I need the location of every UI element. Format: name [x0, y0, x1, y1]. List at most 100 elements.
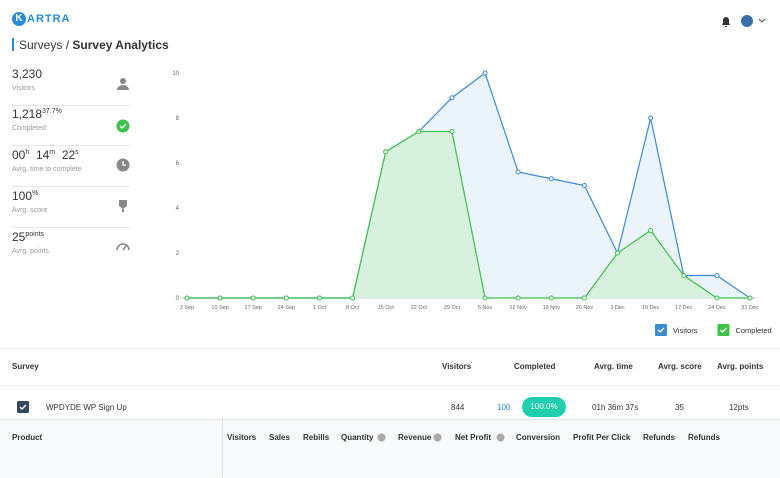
legend-item[interactable]: Visitors — [655, 324, 698, 336]
chart: 0 2 4 6 8 10 3 Sep 10 Sep 17 Sep 24 Sep 1 Oct 8 Oct… — [172, 70, 772, 336]
t-unit: m — [49, 149, 56, 156]
cell: 01h 36m 37s — [592, 403, 639, 412]
x-tick-label: 8 Oct — [346, 305, 360, 311]
col-header: Completed — [514, 362, 556, 371]
point — [648, 228, 654, 233]
divider — [222, 420, 223, 477]
legend-check — [719, 327, 727, 333]
caret[interactable] — [758, 18, 766, 23]
x-tick-label: 17 Sep — [245, 305, 262, 311]
breadcrumb-accent — [12, 38, 14, 51]
point — [747, 295, 753, 301]
col-header: Refunds — [688, 433, 720, 442]
y-tick-label: 0 — [176, 296, 180, 302]
breadcrumb-separator: / — [65, 38, 70, 52]
col-header: Profit Per Click — [573, 433, 631, 442]
medal-icon — [119, 200, 127, 212]
cell: 12pts — [729, 403, 749, 412]
y-tick-label: 10 — [172, 71, 179, 77]
stat-points: 25points Avrg. points — [12, 230, 130, 268]
col-header: Visitors — [227, 433, 257, 442]
x-tick-label: 22 Oct — [411, 305, 428, 311]
breadcrumb-parent[interactable]: Surveys — [19, 38, 63, 52]
stat-number: 1,218 — [12, 107, 43, 121]
stat-sup: % — [32, 190, 39, 197]
breadcrumb-current: Survey Analytics — [72, 38, 169, 52]
point — [449, 129, 455, 134]
col-header: Revenue — [398, 433, 432, 442]
point — [681, 273, 687, 278]
x-tick-label: 19 Nov — [543, 305, 561, 311]
point — [316, 295, 322, 301]
gauge-icon — [116, 243, 130, 251]
logo-mark[interactable]: K — [12, 12, 26, 26]
point — [250, 295, 256, 301]
x-tick-label: 3 Dec — [610, 305, 625, 311]
t-num: 22 — [61, 148, 76, 162]
row-checkbox[interactable] — [17, 401, 29, 413]
y-tick-label: 2 — [176, 251, 180, 257]
y-tick-label: 4 — [176, 206, 180, 212]
stat-value: 00h 14m 22s — [12, 148, 79, 162]
legend-check — [657, 327, 665, 333]
point — [548, 295, 554, 301]
col-header: Avrg. points — [717, 362, 764, 371]
point — [515, 295, 521, 301]
area — [187, 73, 750, 298]
col-header: Sales — [269, 433, 290, 442]
avatar[interactable] — [741, 15, 753, 27]
product-panel — [0, 419, 780, 478]
point — [581, 183, 587, 188]
line — [187, 130, 750, 299]
t-num: 00 — [12, 148, 26, 162]
stat-score: 100% Avrg. score — [12, 189, 130, 228]
stat-label: Visitors — [12, 85, 35, 92]
t-unit: h — [25, 149, 30, 156]
t-num: 14 — [35, 148, 50, 162]
x-tick-label: 17 Dec — [675, 305, 693, 311]
col-header: Quantity — [341, 433, 374, 442]
legend-item[interactable]: Completed — [717, 324, 772, 336]
breadcrumb: Surveys / Survey Analytics — [19, 38, 169, 52]
point — [350, 295, 356, 301]
col-header: Survey — [12, 362, 39, 371]
cell[interactable]: 100 — [497, 403, 511, 412]
legend-checkbox — [655, 324, 667, 336]
col-header: Rebills — [303, 433, 330, 442]
header-icons[interactable] — [720, 14, 770, 30]
stat-number: 100 — [12, 189, 33, 203]
divider — [0, 385, 780, 386]
divider — [0, 348, 780, 349]
check-icon — [116, 119, 130, 133]
point — [217, 295, 223, 301]
x-tick-label: 12 Nov — [509, 305, 527, 311]
stat-visitors: 3,230 Visitors — [12, 67, 130, 106]
col-header: Conversion — [516, 433, 561, 442]
x-tick-label: 15 Oct — [378, 305, 395, 311]
x-tick-label: 10 Sep — [211, 305, 228, 311]
stat-label: Avrg. score — [12, 207, 48, 214]
x-tick-label: 24 Dec — [708, 305, 726, 311]
point — [515, 169, 521, 175]
survey-name[interactable]: WPDYDE WP Sign Up — [46, 403, 127, 412]
stat-completed: 1,21837.7% Completed — [12, 107, 130, 146]
cell: 35 — [675, 403, 684, 412]
point — [482, 70, 488, 76]
logo-text[interactable]: ARTRA — [27, 13, 71, 25]
point — [449, 95, 455, 101]
x-tick-label: 24 Sep — [278, 305, 295, 311]
x-tick-label: 26 Nov — [576, 305, 594, 311]
point — [283, 295, 289, 301]
y-tick-label: 8 — [176, 116, 180, 122]
point — [714, 273, 720, 278]
x-tick-label: 10 Dec — [642, 305, 660, 311]
point — [615, 250, 621, 256]
clock-icon — [116, 158, 130, 172]
stat-sup: points — [25, 231, 45, 238]
x-tick-label: 31 Dec — [741, 305, 759, 311]
stat-value: 1,21837.7% — [12, 107, 62, 121]
info-icons — [377, 433, 505, 442]
bell-icon[interactable] — [722, 17, 730, 27]
x-tick-label: 3 Sep — [180, 305, 194, 311]
